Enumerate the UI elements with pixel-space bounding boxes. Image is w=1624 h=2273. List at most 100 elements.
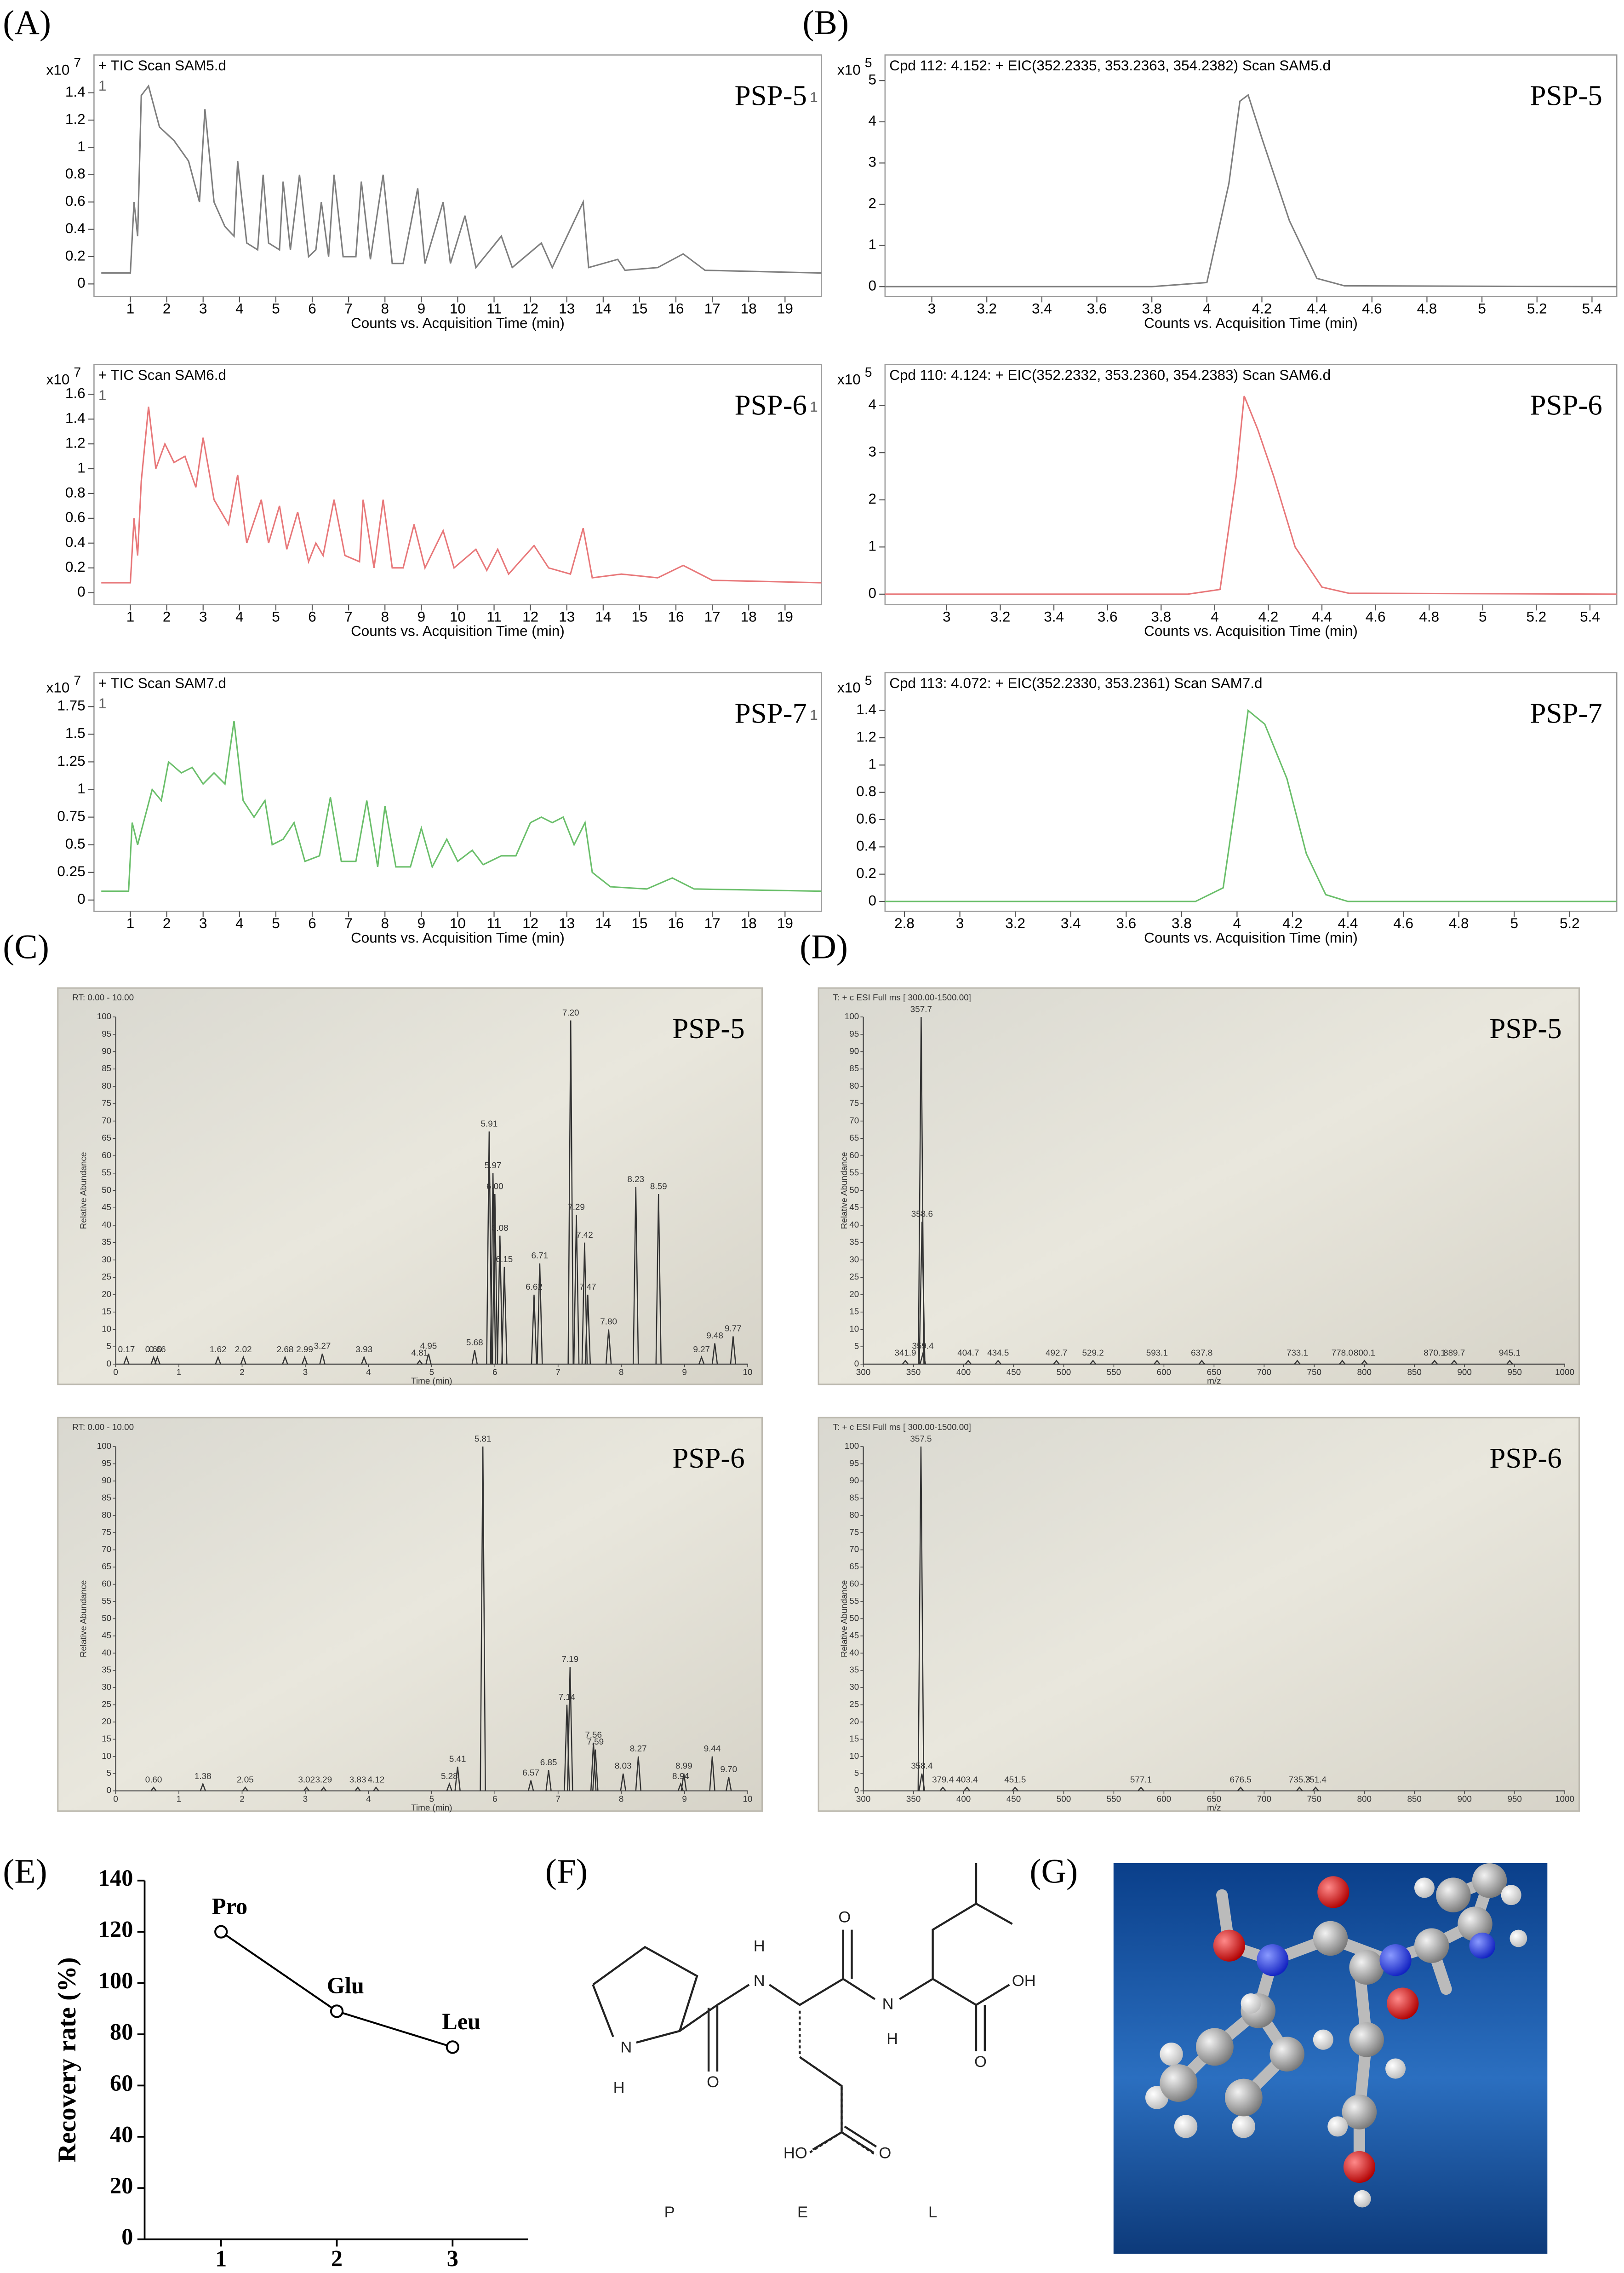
y-tick-label: 50 [849,1613,859,1623]
x-tick-label: 3.8 [1142,300,1162,316]
plot-frame [884,672,1618,912]
x-axis-label: Counts vs. Acquisition Time (min) [1144,623,1358,639]
residue-label: E [797,2204,808,2221]
y-tick-label: 80 [102,1081,111,1091]
y-exponent: 7 [74,673,81,688]
x-tick-label: 400 [956,1367,971,1377]
y-tick-label: 60 [849,1150,859,1160]
x-tick-label: 600 [1157,1367,1171,1377]
y-exponent: 5 [865,673,872,688]
y-exponent: 5 [865,365,872,379]
x-tick-label: 10 [743,1794,753,1804]
x-tick-label: 4.8 [1449,915,1469,931]
peak-label: 577.1 [1130,1774,1152,1784]
peak-label: 404.7 [957,1348,979,1358]
y-tick-label: 75 [102,1098,111,1108]
sample-label: PSP-6 [735,389,807,421]
x-tick-label: 5 [272,915,280,931]
peak-label: 9.48 [706,1331,723,1340]
peak-label: 8.99 [675,1761,692,1771]
x-tick-label: 15 [631,300,647,316]
peak [417,1360,423,1365]
x-tick-label: 11 [486,300,502,316]
x-tick-label: 1 [126,915,134,931]
y-multiplier: x10 [837,679,861,695]
x-tick-label: 4.8 [1419,608,1439,625]
y-tick-label: 65 [849,1561,859,1571]
x-tick-label: 300 [856,1794,870,1804]
y-tick-label: 3 [868,443,876,459]
peak [355,1786,361,1791]
y-tick-label: 1.2 [65,435,86,451]
plot-frame [884,54,1618,298]
peak [1312,1786,1319,1791]
x-tick-label: 650 [1207,1367,1221,1377]
y-tick-label: 1 [77,781,85,797]
x-tick-label: 4.2 [1258,608,1279,625]
x-tick-label: 16 [668,608,684,625]
sample-label: PSP-6 [1489,1442,1561,1474]
atom-label: H [613,2079,625,2097]
peak-label: 359.4 [912,1341,933,1351]
x-tick-label: 19 [777,915,793,931]
x-tick-label: 3.8 [1151,608,1171,625]
x-tick-label: 1 [126,608,134,625]
peak-label: 357.5 [910,1434,932,1443]
x-tick-label: 4 [1203,300,1211,316]
x-tick-label: 800 [1357,1367,1371,1377]
x-tick-label: 3.6 [1098,608,1118,625]
peak-label: 7.80 [600,1317,617,1326]
data-line [101,84,822,274]
peak [567,1020,574,1364]
peak-label: 451.5 [1004,1774,1026,1784]
x-tick-label: 3 [303,1367,308,1377]
y-exponent: 7 [74,365,81,379]
peak-label: 3.27 [314,1341,331,1351]
y-tick-label: 70 [849,1115,859,1125]
point-label: Leu [442,2009,480,2034]
y-tick-label: 1 [77,138,85,155]
chart-title: Cpd 110: 4.124: + EIC(352.2332, 353.2360… [889,367,1331,383]
corner-mark: 1 [810,89,818,105]
x-tick-label: 3 [199,300,207,316]
x-axis-label: Counts vs. Acquisition Time (min) [1144,930,1358,946]
y-tick-label: 1.4 [65,84,86,100]
y-tick-label: 65 [102,1561,111,1571]
peak-label: 6.08 [492,1223,509,1233]
peak-label: 3.29 [315,1774,332,1784]
peak [573,1215,580,1364]
x-tick-label: 750 [1307,1367,1321,1377]
peak [1506,1360,1513,1365]
y-tick-label: 35 [102,1665,111,1675]
x-tick-label: 4.2 [1252,300,1272,316]
x-tick-label: 2 [163,608,171,625]
x-tick-label: 5 [429,1794,435,1804]
peak-label: 357.7 [910,1004,932,1014]
x-axis-label: m/z [1207,1376,1221,1386]
y-tick-label: 5 [107,1768,112,1778]
y-tick-label: 0.8 [65,484,86,500]
peak [242,1786,248,1791]
y-tick-label: 20 [849,1716,859,1726]
y-tick-label: 90 [102,1475,111,1485]
peak-label: 341.9 [894,1348,916,1358]
peak-label: 358.6 [911,1209,933,1219]
y-tick-label: 90 [102,1046,111,1056]
y-tick-label: 45 [102,1202,111,1212]
y-tick-label: 95 [102,1458,111,1468]
atom-label: HO [783,2144,807,2162]
y-tick-label: 0.8 [65,166,86,182]
y-tick-label: 75 [102,1527,111,1537]
y-tick-label: 30 [849,1254,859,1264]
peak [680,1774,687,1791]
y-tick-label: 35 [849,1237,859,1247]
x-tick-label: 5 [1479,608,1487,625]
peak-label: 379.4 [932,1774,954,1784]
x-tick-label: 1 [177,1794,182,1804]
peak [425,1353,432,1365]
x-tick-label: 900 [1457,1794,1471,1804]
y-tick-label: 0.6 [65,193,86,209]
x-tick-label: 1 [215,2245,227,2271]
peak-label: 434.5 [987,1348,1009,1358]
x-tick-label: 8 [381,915,389,931]
